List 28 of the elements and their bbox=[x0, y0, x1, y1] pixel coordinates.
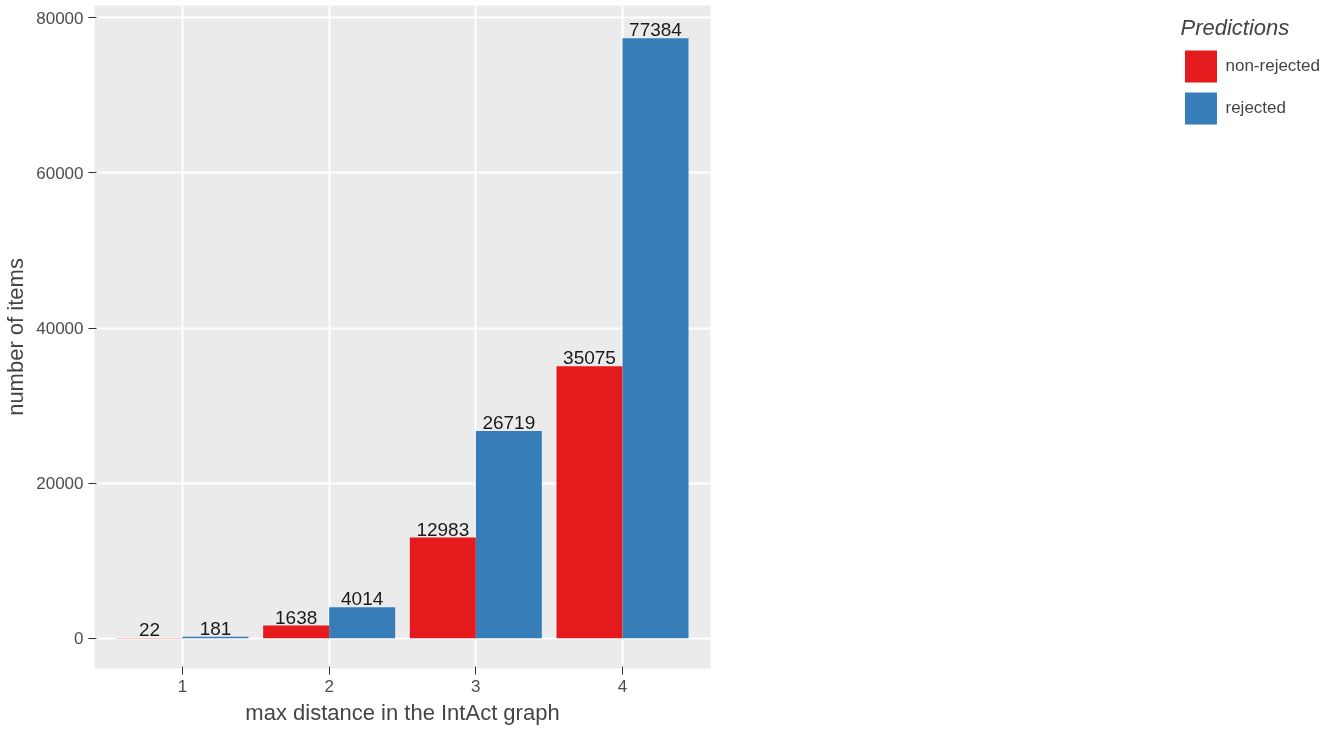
x-tick-label: 3 bbox=[471, 676, 481, 696]
data-label: 22 bbox=[138, 619, 161, 641]
x-tick-label: 4 bbox=[617, 676, 628, 696]
bar bbox=[475, 431, 542, 639]
data-label: 26719 bbox=[482, 412, 536, 434]
data-label: 1638 bbox=[275, 606, 318, 628]
bar bbox=[329, 607, 396, 639]
data-label: 77384 bbox=[629, 19, 683, 41]
x-axis-title: max distance in the IntAct graph bbox=[245, 699, 560, 725]
legend-label: rejected bbox=[1225, 98, 1286, 118]
bar bbox=[263, 625, 330, 639]
x-tick-label: 2 bbox=[324, 676, 334, 696]
legend-label: non-rejected bbox=[1225, 56, 1320, 76]
y-tick-label: 0 bbox=[74, 629, 84, 649]
bar bbox=[622, 38, 689, 639]
data-label: 35075 bbox=[563, 347, 616, 369]
data-label: 181 bbox=[199, 617, 232, 639]
y-tick-label: 80000 bbox=[36, 8, 84, 28]
y-tick-label: 20000 bbox=[36, 474, 84, 494]
bar bbox=[409, 537, 476, 639]
y-tick-label: 40000 bbox=[36, 319, 84, 339]
y-axis-title: number of items bbox=[3, 258, 29, 416]
x-tick-label: 1 bbox=[177, 676, 188, 696]
legend-title: Predictions bbox=[1180, 15, 1291, 41]
data-label: 12983 bbox=[416, 518, 470, 540]
data-label: 4014 bbox=[341, 588, 384, 610]
y-tick-label: 60000 bbox=[36, 163, 84, 183]
bar bbox=[556, 366, 623, 639]
